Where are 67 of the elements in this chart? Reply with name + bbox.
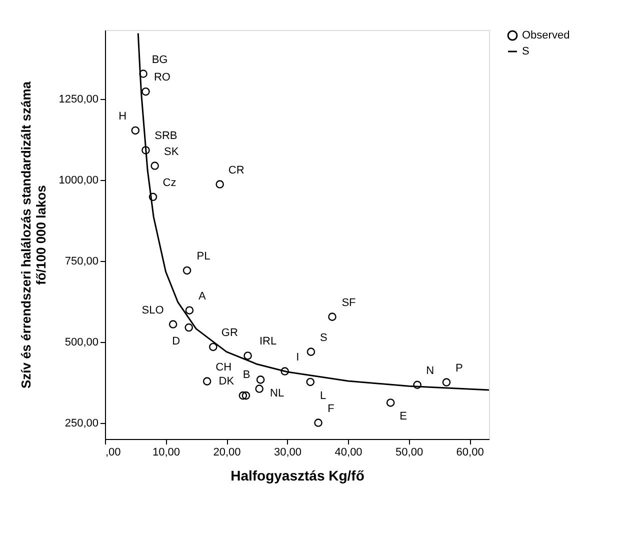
point — [209, 342, 218, 352]
annotation: SLO — [142, 304, 164, 316]
point — [306, 348, 316, 356]
point — [184, 323, 193, 332]
point — [256, 376, 265, 384]
x-tick-label: 40,00 — [334, 446, 362, 458]
point — [139, 70, 148, 78]
y-tick-label: 1000,00 — [58, 174, 98, 187]
x-tick-label: 10,00 — [152, 446, 180, 458]
annotation: PL — [196, 250, 210, 262]
x-tick-label: 50,00 — [396, 446, 424, 458]
point — [242, 391, 250, 400]
annotation: S — [320, 332, 328, 344]
x-tick-label: ,00 — [106, 446, 121, 458]
x-tick-label: 30,00 — [274, 446, 302, 458]
point — [148, 192, 158, 202]
annotation: A — [198, 290, 207, 302]
point — [238, 391, 248, 400]
annotation: D — [172, 336, 180, 348]
x-tick-label: 20,00 — [213, 446, 241, 458]
annotation: GR — [221, 326, 238, 339]
annotation: CR — [228, 164, 244, 176]
annotation: E — [400, 410, 407, 423]
annotation: H — [118, 110, 127, 122]
annotation: NL — [270, 388, 284, 400]
x-axis-title: Halfogyasztás Kg/fő — [230, 468, 364, 484]
point — [386, 398, 395, 407]
legend-label: S — [522, 46, 530, 58]
y-tick-label: 750,00 — [64, 256, 98, 268]
y-tick-label: 1250,00 — [58, 94, 98, 106]
annotation: F — [328, 402, 335, 415]
y-tick-label: 250,00 — [64, 418, 98, 430]
point — [142, 146, 150, 154]
annotation: CH — [216, 361, 232, 374]
x-tick-label: 60,00 — [456, 446, 484, 458]
point — [182, 266, 192, 275]
annotation: BG — [152, 54, 168, 66]
point — [168, 320, 178, 328]
annotation: L — [320, 390, 326, 402]
point — [202, 377, 212, 386]
annotation: SF — [342, 296, 356, 309]
annotation: SRB — [154, 130, 178, 142]
point — [150, 162, 159, 170]
point — [413, 380, 422, 390]
annotation: I — [296, 351, 300, 364]
point — [142, 87, 150, 96]
legend-label: Observed — [522, 30, 570, 42]
point — [216, 180, 224, 188]
point — [131, 126, 140, 135]
annotation: B — [242, 368, 250, 381]
point — [244, 352, 252, 360]
point — [314, 418, 322, 427]
point — [185, 306, 194, 314]
annotation: N — [426, 364, 434, 377]
y-axis-title: Szív és érrendszeri halálozás standardizált száma fő/100 000 lakos — [18, 80, 49, 389]
point — [328, 312, 336, 321]
y-tick-label: 500,00 — [64, 336, 98, 349]
point — [280, 367, 289, 376]
point — [442, 378, 451, 386]
annotation: IRL — [259, 336, 277, 348]
annotation: SK — [164, 146, 180, 158]
annotation: DK — [218, 376, 235, 388]
point — [306, 378, 315, 386]
annotation: P — [456, 362, 463, 374]
annotation: RO — [154, 72, 171, 84]
annotation: Cz — [162, 176, 176, 189]
point — [255, 384, 264, 393]
